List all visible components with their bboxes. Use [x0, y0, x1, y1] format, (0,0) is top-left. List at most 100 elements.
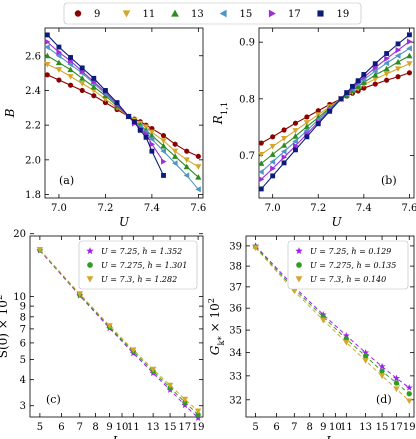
- axes-frame-c: [29, 235, 204, 418]
- legend-marker-9: [74, 10, 82, 17]
- data-point-b: [394, 58, 402, 65]
- legend-d: U = 7.25, h = 0.129 U = 7.275, h = 0.135 U…: [287, 240, 409, 290]
- data-point-a: [44, 61, 51, 68]
- x-axis-label-d: L: [325, 434, 334, 439]
- data-point-d: [362, 358, 369, 364]
- data-point-a: [132, 119, 137, 125]
- legend-label-11: 11: [143, 9, 156, 20]
- data-point-a: [44, 52, 51, 59]
- data-point-a: [195, 174, 202, 180]
- data-point-d: [362, 353, 369, 359]
- series-b-13: [258, 52, 413, 166]
- legend-label-d: U = 7.3, h = 0.140: [310, 275, 386, 284]
- x-tick-label-c: 17: [179, 422, 192, 433]
- data-point-d: [320, 317, 327, 324]
- data-point-a: [142, 124, 150, 130]
- series-d-U-7.3-h-0.140: [252, 245, 413, 405]
- data-point-a: [55, 67, 63, 73]
- data-point-a: [160, 138, 167, 144]
- data-point-b: [280, 142, 288, 148]
- legend-label-c: U = 7.275, h = 1.301: [101, 261, 187, 270]
- data-point-b: [361, 85, 367, 91]
- data-point-b: [395, 41, 401, 47]
- data-point-c: [166, 382, 174, 389]
- y-axis-label-d: Gk* × 102: [206, 298, 226, 355]
- data-point-b: [350, 83, 355, 89]
- legend-label-17: 17: [288, 9, 301, 20]
- data-point-a: [90, 83, 97, 90]
- y-tick-label-c: 5: [20, 355, 26, 366]
- legend-marker-d: [295, 247, 303, 255]
- data-point-b: [394, 52, 401, 59]
- data-point-a: [79, 81, 86, 87]
- y-tick-label-d: 32: [229, 395, 242, 406]
- data-point-b: [372, 81, 378, 87]
- data-point-b: [304, 114, 310, 120]
- data-point-b: [269, 158, 276, 165]
- legend-label-15: 15: [240, 9, 253, 20]
- y-tick-label-d: 39: [229, 241, 242, 252]
- panel-label-b: (b): [381, 174, 397, 187]
- series-c-U-7.3-h-1.282: [36, 246, 202, 415]
- data-point-a: [44, 72, 50, 78]
- legend-marker-13: [171, 9, 179, 17]
- data-point-a: [160, 132, 167, 139]
- y-tick-label-c: 3: [20, 401, 26, 412]
- data-point-b: [338, 96, 344, 102]
- legend-frame-c: [78, 240, 198, 290]
- data-point-b: [281, 160, 287, 166]
- series-a-13: [44, 52, 202, 180]
- data-point-c: [130, 347, 137, 354]
- data-point-a: [184, 148, 190, 154]
- data-point-b: [406, 45, 412, 52]
- panel-label-d: (d): [376, 393, 392, 406]
- data-point-b: [270, 134, 276, 140]
- series-a-9: [44, 72, 201, 159]
- data-point-a: [172, 148, 179, 155]
- data-point-a: [195, 153, 201, 159]
- x-tick-label-a: 7.4: [144, 203, 160, 214]
- data-point-a: [56, 77, 62, 83]
- data-point-a: [172, 160, 178, 167]
- data-point-b: [344, 90, 350, 96]
- data-point-c: [36, 246, 44, 253]
- data-point-a: [160, 148, 166, 155]
- data-point-a: [79, 87, 85, 94]
- legend-marker-17: [268, 9, 276, 18]
- data-point-b: [406, 61, 413, 67]
- axes-frame-b: [258, 27, 415, 199]
- data-point-a: [91, 93, 97, 99]
- data-point-a: [56, 49, 63, 56]
- data-point-a: [79, 75, 86, 81]
- data-point-d: [252, 245, 259, 252]
- data-point-c: [149, 366, 157, 373]
- data-point-a: [195, 186, 201, 193]
- data-point-a: [91, 75, 97, 81]
- data-point-d: [393, 380, 400, 386]
- data-point-a: [114, 100, 120, 106]
- y-tick-label-a: 2.4: [25, 86, 41, 97]
- data-point-b: [406, 70, 413, 76]
- data-point-b: [360, 79, 367, 85]
- x-tick-label-d: 13: [359, 422, 372, 433]
- series-line-b: [260, 34, 410, 190]
- data-point-b: [407, 32, 412, 38]
- series-line-a: [47, 63, 199, 168]
- fit-line-d: [255, 246, 410, 395]
- data-point-a: [44, 38, 51, 45]
- data-point-b: [292, 138, 298, 145]
- data-point-b: [315, 121, 321, 127]
- data-point-d: [406, 398, 413, 405]
- data-point-b: [258, 140, 264, 146]
- data-point-d: [362, 349, 370, 356]
- data-point-b: [258, 176, 265, 183]
- data-point-a: [183, 172, 190, 179]
- panel-c: 5678910111315171934567891020LS(0) × 102(…: [0, 229, 204, 439]
- x-tick-label-d: 10: [329, 422, 342, 433]
- x-tick-label-b: 7.6: [401, 203, 416, 214]
- x-tick-label-b: 7.2: [310, 203, 326, 214]
- x-tick-label-c: 19: [192, 422, 205, 433]
- data-point-a: [102, 100, 108, 106]
- y-tick-label-c: 4: [20, 375, 26, 386]
